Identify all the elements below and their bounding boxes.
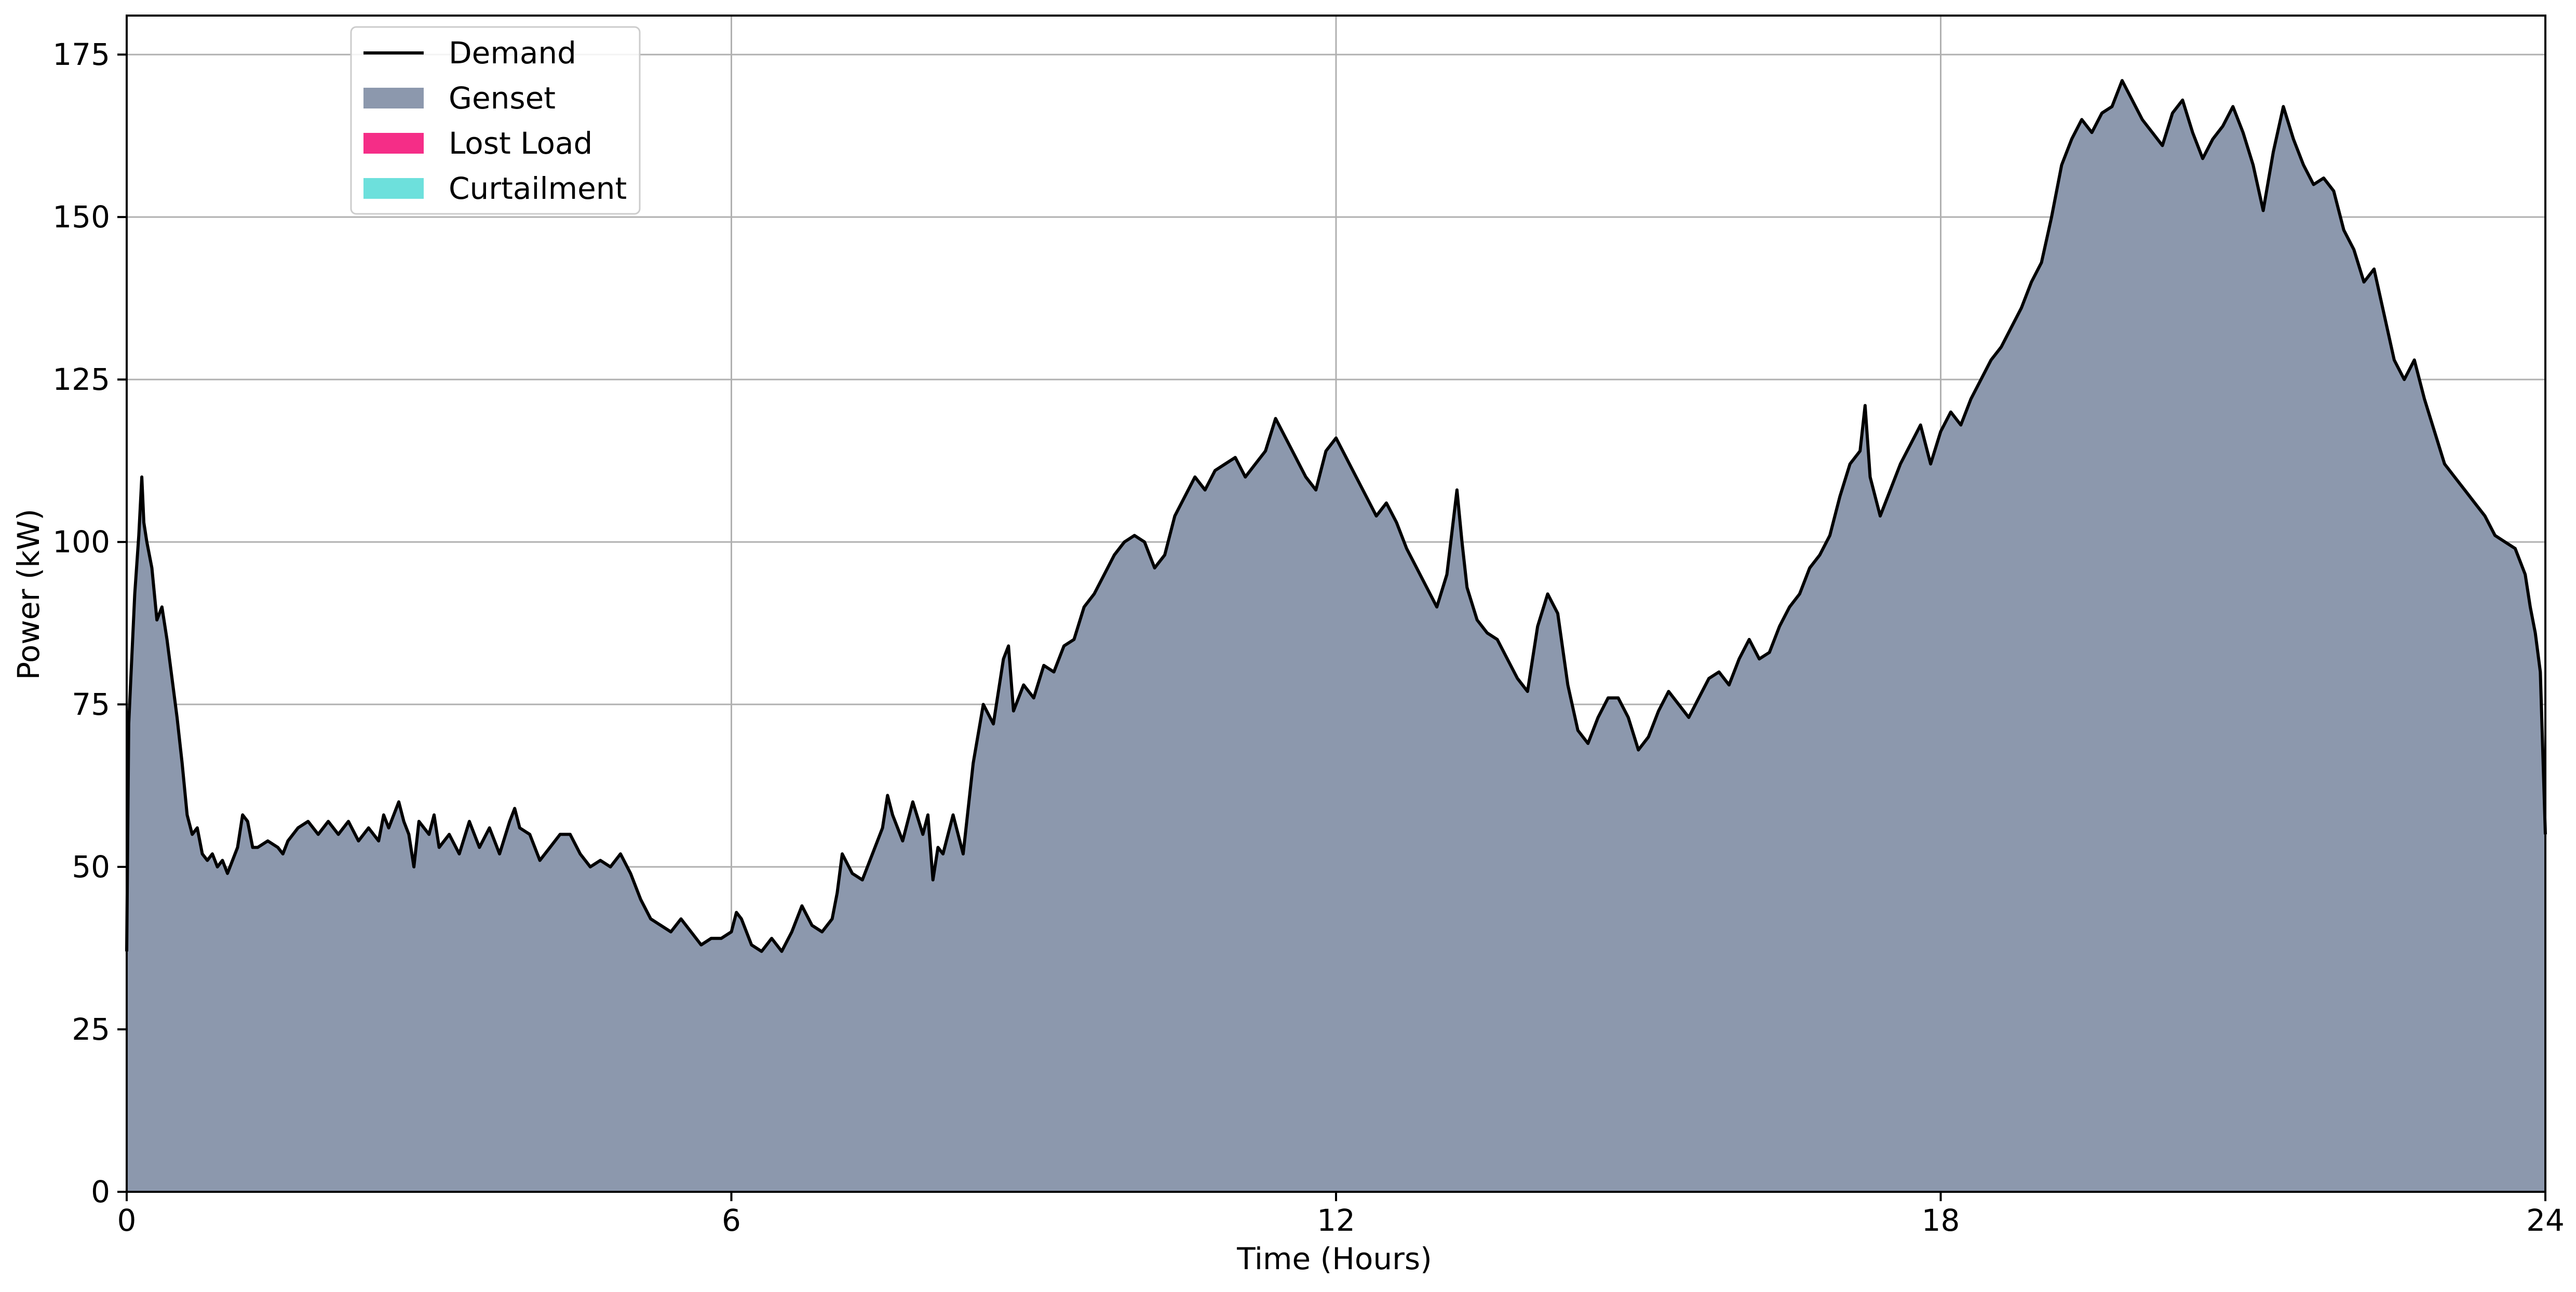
legend-swatch — [363, 88, 424, 108]
y-tick-label: 25 — [72, 1012, 110, 1047]
x-tick-label: 18 — [1922, 1203, 1960, 1238]
y-tick-label: 175 — [52, 37, 110, 72]
demand-line — [125, 79, 2547, 953]
y-tick-label: 150 — [52, 199, 110, 235]
y-tick-label: 100 — [52, 524, 110, 560]
y-tick-label: 125 — [52, 362, 110, 397]
x-tick-label: 24 — [2526, 1203, 2565, 1238]
y-tick-label: 0 — [91, 1174, 110, 1209]
legend-box — [350, 26, 641, 215]
legend-label: Curtailment — [449, 171, 627, 206]
y-tick-label: 75 — [72, 687, 110, 722]
tick-layer: 0 6 12 18 24 0 25 50 75 100 125 150 175 — [52, 37, 2565, 1238]
line-layer — [125, 79, 2547, 953]
area-layer — [127, 80, 2545, 1192]
x-tick-label: 6 — [722, 1203, 741, 1238]
legend-swatch — [363, 178, 424, 199]
genset-area — [127, 80, 2545, 1192]
legend-label: Demand — [449, 35, 576, 71]
x-axis-label: Time (Hours) — [1236, 1241, 1432, 1276]
y-tick-label: 50 — [72, 849, 110, 885]
y-axis-label: Power (kW) — [11, 509, 46, 680]
legend-label: Genset — [449, 80, 556, 116]
legend-swatch — [363, 133, 424, 154]
legend: Demand Genset Lost Load Curtailment — [350, 26, 641, 215]
legend-label: Lost Load — [449, 126, 592, 161]
x-tick-label: 0 — [117, 1203, 137, 1238]
x-tick-label: 12 — [1317, 1203, 1355, 1238]
